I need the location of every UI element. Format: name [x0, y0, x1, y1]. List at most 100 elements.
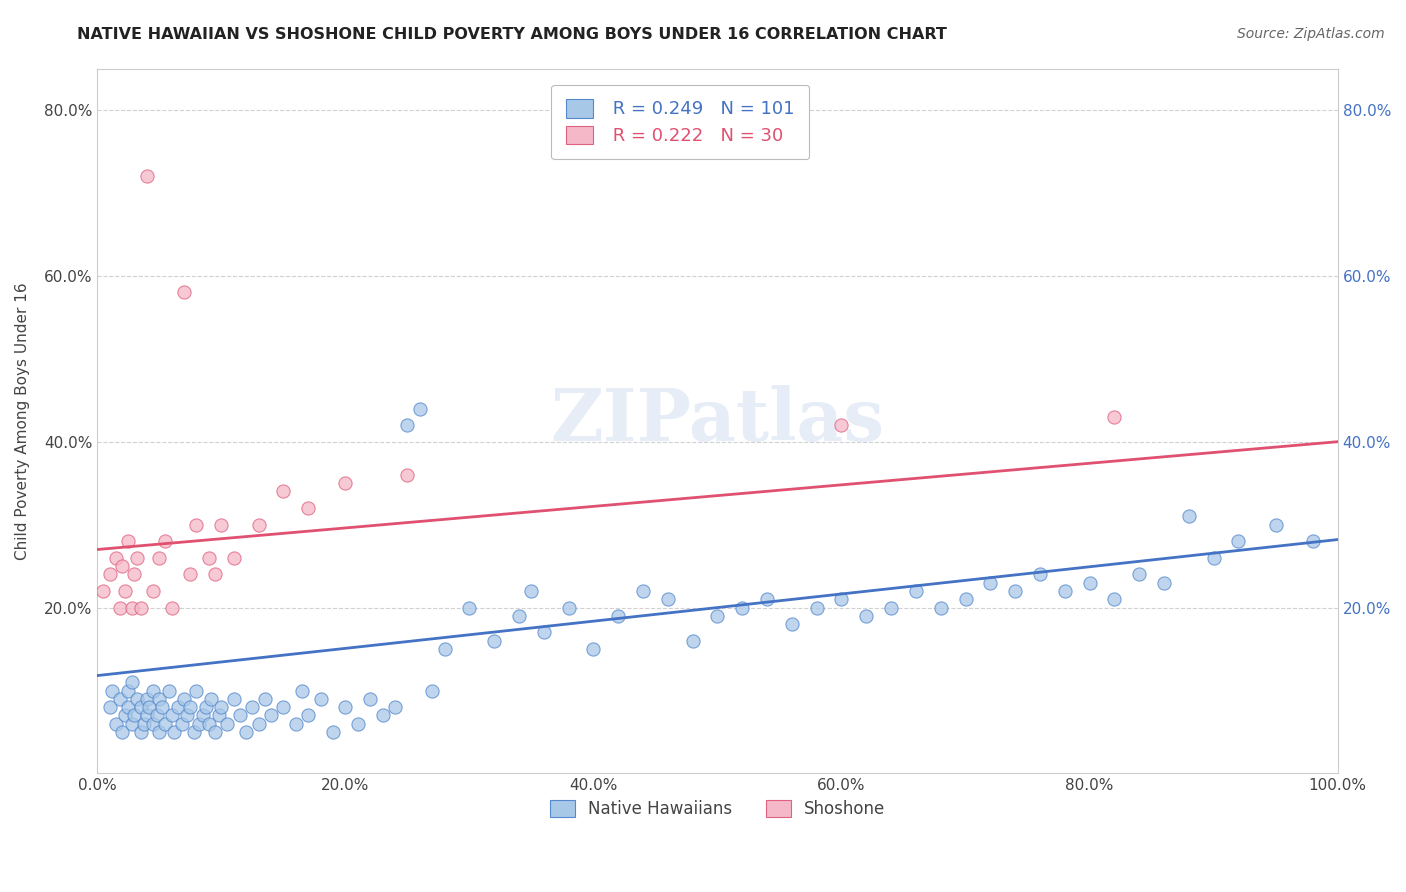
Point	[657, 592, 679, 607]
Point	[157, 683, 180, 698]
Point	[508, 608, 530, 623]
Point	[114, 584, 136, 599]
Point	[179, 700, 201, 714]
Point	[806, 600, 828, 615]
Point	[204, 725, 226, 739]
Point	[409, 401, 432, 416]
Point	[929, 600, 952, 615]
Point	[124, 567, 146, 582]
Point	[1029, 567, 1052, 582]
Point	[335, 476, 357, 491]
Point	[297, 708, 319, 723]
Point	[433, 642, 456, 657]
Point	[183, 725, 205, 739]
Point	[271, 484, 294, 499]
Point	[148, 550, 170, 565]
Point	[482, 633, 505, 648]
Point	[240, 700, 263, 714]
Point	[297, 501, 319, 516]
Point	[135, 708, 157, 723]
Point	[1128, 567, 1150, 582]
Point	[160, 600, 183, 615]
Point	[135, 169, 157, 184]
Point	[129, 700, 152, 714]
Point	[170, 716, 193, 731]
Point	[1202, 550, 1225, 565]
Legend: Native Hawaiians, Shoshone: Native Hawaiians, Shoshone	[543, 794, 891, 825]
Point	[359, 691, 381, 706]
Point	[142, 584, 165, 599]
Point	[111, 725, 134, 739]
Point	[208, 708, 231, 723]
Point	[200, 691, 222, 706]
Point	[198, 716, 221, 731]
Point	[117, 683, 139, 698]
Point	[309, 691, 332, 706]
Point	[557, 600, 579, 615]
Point	[155, 716, 177, 731]
Point	[124, 708, 146, 723]
Point	[117, 700, 139, 714]
Point	[904, 584, 927, 599]
Point	[247, 716, 270, 731]
Point	[631, 584, 654, 599]
Point	[1264, 517, 1286, 532]
Point	[780, 617, 803, 632]
Point	[396, 418, 419, 433]
Point	[108, 691, 131, 706]
Point	[371, 708, 394, 723]
Point	[148, 691, 170, 706]
Point	[533, 625, 555, 640]
Point	[1004, 584, 1026, 599]
Point	[125, 691, 148, 706]
Point	[520, 584, 543, 599]
Point	[1227, 534, 1250, 549]
Point	[198, 550, 221, 565]
Point	[173, 691, 195, 706]
Point	[260, 708, 283, 723]
Point	[284, 716, 307, 731]
Point	[101, 683, 124, 698]
Point	[191, 708, 214, 723]
Point	[396, 467, 419, 482]
Point	[830, 418, 852, 433]
Point	[186, 683, 208, 698]
Point	[384, 700, 406, 714]
Point	[98, 700, 121, 714]
Point	[291, 683, 314, 698]
Point	[855, 608, 877, 623]
Point	[135, 691, 157, 706]
Point	[129, 725, 152, 739]
Point	[111, 559, 134, 574]
Point	[188, 716, 211, 731]
Point	[108, 600, 131, 615]
Point	[229, 708, 252, 723]
Point	[142, 683, 165, 698]
Point	[322, 725, 344, 739]
Point	[682, 633, 704, 648]
Point	[458, 600, 481, 615]
Point	[1078, 575, 1101, 590]
Point	[607, 608, 630, 623]
Point	[235, 725, 257, 739]
Point	[1053, 584, 1076, 599]
Point	[830, 592, 852, 607]
Text: NATIVE HAWAIIAN VS SHOSHONE CHILD POVERTY AMONG BOYS UNDER 16 CORRELATION CHART: NATIVE HAWAIIAN VS SHOSHONE CHILD POVERT…	[77, 27, 948, 42]
Point	[209, 517, 232, 532]
Point	[271, 700, 294, 714]
Point	[163, 725, 186, 739]
Point	[1302, 534, 1324, 549]
Point	[114, 708, 136, 723]
Point	[179, 567, 201, 582]
Point	[204, 567, 226, 582]
Point	[173, 285, 195, 300]
Point	[138, 700, 160, 714]
Point	[121, 675, 143, 690]
Point	[167, 700, 190, 714]
Point	[186, 517, 208, 532]
Point	[706, 608, 728, 623]
Point	[420, 683, 443, 698]
Point	[1104, 409, 1126, 424]
Point	[222, 550, 245, 565]
Point	[93, 584, 115, 599]
